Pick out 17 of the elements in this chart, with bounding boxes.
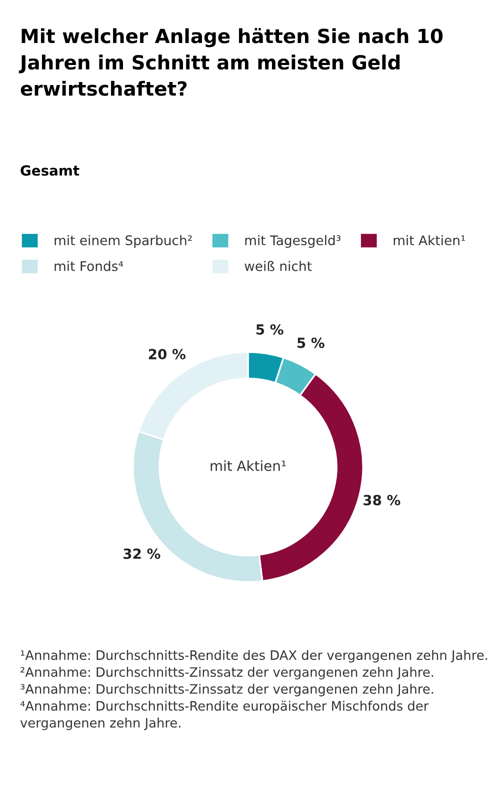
legend-label: mit Tagesgeld³ [245,235,340,248]
chart-title: Mit welcher Anlage hätten Sie nach 10 Jahren im Schnitt am meisten Geld erwirtschaftet? [18,28,443,96]
legend-label: mit Aktien¹ [394,235,466,246]
data-label: 38 % [364,494,400,506]
chart-subtitle: Gesamt [20,165,80,176]
legend-label: mit Fonds⁴ [54,260,124,272]
data-label: 32 % [124,548,160,559]
text: ⁴Annahme: Durchschnitts-Rendite europäischer Mischfonds der vergangenen zehn Jahre. [20,700,429,730]
data-label: 5 % [256,324,284,335]
data-label: 20 % [148,348,186,360]
text: ²Annahme: Durchschnitts-Zinssatz der vergangenen zehn Jahre. [20,666,434,680]
data-label: 5 % [298,338,324,348]
text: mit Aktien¹ [210,460,286,472]
text: ³Annahme: Durchschnitts-Zinssatz der vergangenen zehn Jahre. [20,684,434,696]
legend-label: mit einem Sparbuch² [54,235,192,248]
text: ¹Annahme: Durchschnitts-Rendite des DAX der vergangenen zehn Jahre. [20,650,488,662]
legend-label: weiß nicht [244,260,312,272]
